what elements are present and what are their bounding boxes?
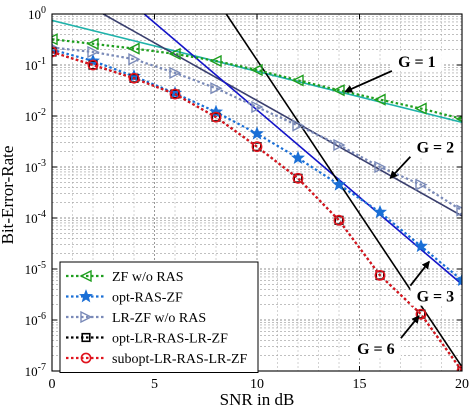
data-point <box>250 126 264 140</box>
data-point <box>332 177 346 191</box>
annotation-label: G = 3 <box>417 289 455 306</box>
y-tick-label: 10-1 <box>25 56 46 73</box>
y-tick-label: 10-4 <box>25 209 46 226</box>
x-tick-label: 15 <box>353 377 367 392</box>
data-point <box>168 47 181 61</box>
data-point <box>373 93 386 106</box>
data-point <box>333 138 346 152</box>
data-point <box>52 33 58 46</box>
annotation-background <box>410 136 461 157</box>
legend-marker <box>81 332 91 343</box>
legend-entry: subopt-LR-RAS-LR-ZF <box>66 352 248 367</box>
x-axis-label: SNR in dB <box>220 390 295 409</box>
legend-entry: LR-ZF w/o RAS <box>66 310 206 326</box>
series-line <box>52 50 462 371</box>
annotation-arrow <box>409 260 430 287</box>
legend: ZF w/o RAS opt-RAS-ZF LR-ZF w/o RAS opt-LR-… <box>59 261 259 373</box>
data-point <box>86 37 99 50</box>
data-point <box>414 102 427 115</box>
data-point <box>414 238 428 253</box>
legend-marker <box>80 352 92 364</box>
data-point <box>291 150 305 164</box>
data-point <box>169 66 182 80</box>
annotation-background <box>350 338 401 359</box>
legend-entry: ZF w/o RAS <box>66 269 184 285</box>
data-point <box>374 160 387 174</box>
annotation-background <box>410 285 461 306</box>
data-point <box>210 111 222 123</box>
data-point <box>169 88 181 100</box>
data-point <box>455 272 462 287</box>
x-tick-label: 20 <box>455 377 469 392</box>
legend-label: ZF w/o RAS <box>112 270 184 285</box>
data-point <box>415 178 428 191</box>
legend-entry: opt-RAS-ZF <box>66 289 183 306</box>
annotation-arrow <box>400 315 420 339</box>
annotation-background <box>391 50 442 71</box>
annotation-arrow <box>389 156 412 180</box>
y-tick-label: 10-6 <box>25 311 46 328</box>
reference-line <box>52 19 462 124</box>
legend-label: LR-ZF w/o RAS <box>112 311 206 326</box>
legend-marker <box>79 269 92 283</box>
x-tick-label: 10 <box>250 377 264 392</box>
data-point <box>209 104 223 118</box>
y-tick-label: 10-3 <box>25 158 46 175</box>
data-point <box>251 141 263 153</box>
reference-line <box>102 14 462 217</box>
y-tick-label: 100 <box>28 5 46 22</box>
data-point <box>210 82 223 95</box>
data-point <box>127 42 140 55</box>
data-point <box>251 100 264 114</box>
legend-marker <box>79 289 93 303</box>
data-point <box>209 54 222 68</box>
legend-marker <box>80 310 93 324</box>
y-tick-label: 10-5 <box>25 260 46 277</box>
legend-label: subopt-LR-RAS-LR-ZF <box>112 352 248 367</box>
data-point <box>168 85 182 100</box>
y-tick-label: 10-2 <box>25 107 46 124</box>
data-point <box>374 269 386 281</box>
data-point <box>128 53 141 66</box>
annotation-label: G = 1 <box>398 54 436 71</box>
data-point <box>373 204 387 219</box>
data-point <box>291 74 304 87</box>
data-point <box>87 45 100 59</box>
annotation-label: G = 2 <box>417 140 455 157</box>
legend-label: opt-LR-RAS-LR-ZF <box>112 332 228 347</box>
annotation-label: G = 6 <box>357 341 395 358</box>
data-point <box>456 204 462 217</box>
x-tick-label: 5 <box>151 377 158 392</box>
tick-labels: 0 5 10 15 20 100 10-1 10-2 10-3 10-4 10-5 10-6 10-7 <box>25 5 469 392</box>
data-point <box>128 72 140 84</box>
series-line <box>52 38 462 120</box>
y-tick-label: 10-7 <box>25 362 46 379</box>
data-point <box>250 63 263 77</box>
x-tick-label: 0 <box>49 377 56 392</box>
data-point <box>292 119 305 132</box>
data-point <box>87 59 99 71</box>
data-point <box>292 172 304 184</box>
data-point <box>333 214 345 226</box>
annotation-arrow <box>344 70 393 93</box>
series-1 <box>52 33 462 123</box>
y-axis-label: Bit-Error-Rate <box>0 146 17 245</box>
annotations: G = 1 G = 2 G = 3 G = 6 <box>344 50 461 359</box>
data-point <box>332 84 345 97</box>
data-point <box>415 308 427 320</box>
reference-line <box>143 14 462 285</box>
legend-entry: opt-LR-RAS-LR-ZF <box>66 332 228 347</box>
legend-label: opt-RAS-ZF <box>112 291 183 306</box>
